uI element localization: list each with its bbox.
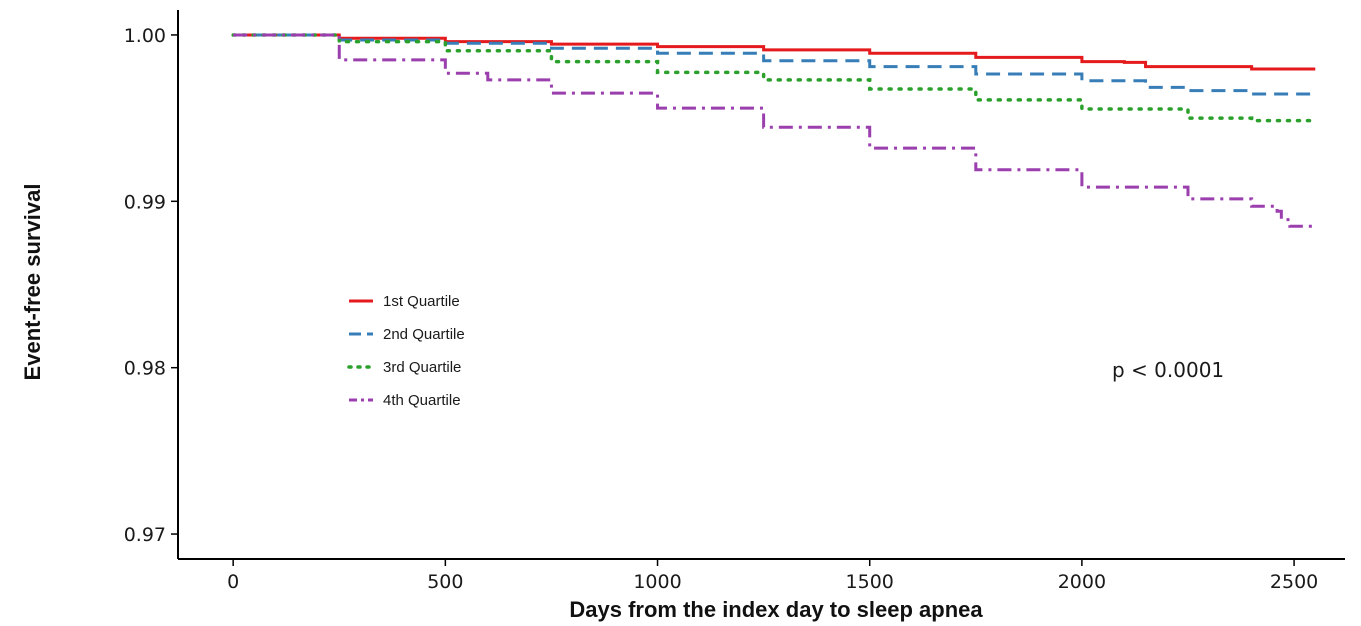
y-tick-label: 0.97 [124, 524, 166, 546]
p-value-annotation: p < 0.0001 [1112, 358, 1224, 382]
y-tick-label: 0.99 [124, 191, 166, 213]
x-tick-label: 1000 [633, 571, 681, 593]
y-tick-label: 1.00 [124, 25, 166, 47]
x-tick-label: 2500 [1270, 571, 1318, 593]
legend: 1st Quartile 2nd Quartile 3rd Quartile 4th … [347, 293, 465, 409]
legend-label-3: 3rd Quartile [383, 359, 461, 376]
x-tick-label: 2000 [1058, 571, 1106, 593]
x-axis-title: Days from the index day to sleep apnea [569, 597, 983, 622]
series-line-4 [233, 33, 1316, 228]
y-ticks: 0.97 0.98 0.99 1.00 [124, 25, 178, 546]
series-lines [231, 33, 1318, 228]
series-line-3 [231, 33, 1318, 123]
legend-label-1: 1st Quartile [383, 293, 460, 310]
legend-label-2: 2nd Quartile [383, 326, 465, 343]
axes [177, 10, 1345, 560]
series-line-2 [233, 33, 1316, 96]
x-ticks: 0 500 1000 1500 2000 2500 [227, 559, 1318, 593]
x-tick-label: 0 [227, 571, 239, 593]
y-tick-label: 0.98 [124, 358, 166, 380]
x-tick-label: 1500 [846, 571, 894, 593]
legend-label-4: 4th Quartile [383, 392, 461, 409]
y-axis-title: Event-free survival [20, 184, 45, 381]
x-tick-label: 500 [427, 571, 463, 593]
